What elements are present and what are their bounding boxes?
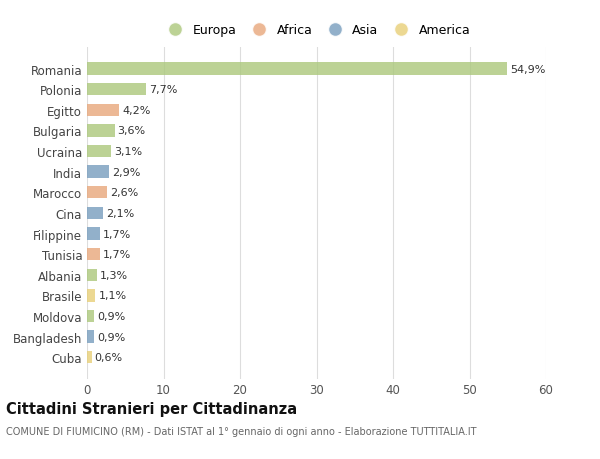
Bar (87, 248, 100, 261)
Text: 2,9%: 2,9% (112, 167, 140, 177)
Text: 2,6%: 2,6% (110, 188, 138, 198)
Text: 1,7%: 1,7% (103, 229, 131, 239)
Legend: Europa, Africa, Asia, America: Europa, Africa, Asia, America (160, 22, 473, 39)
Text: 1,3%: 1,3% (100, 270, 128, 280)
Bar (87, 187, 107, 199)
Text: 0,9%: 0,9% (97, 332, 125, 342)
Bar (87, 125, 115, 137)
Text: 0,6%: 0,6% (95, 353, 123, 363)
Bar (87, 310, 94, 323)
Text: 4,2%: 4,2% (122, 106, 151, 116)
Text: 1,1%: 1,1% (98, 291, 127, 301)
Bar (87, 207, 103, 219)
Text: 54,9%: 54,9% (510, 64, 545, 74)
Text: 1,7%: 1,7% (103, 250, 131, 260)
Text: COMUNE DI FIUMICINO (RM) - Dati ISTAT al 1° gennaio di ogni anno - Elaborazione : COMUNE DI FIUMICINO (RM) - Dati ISTAT al… (6, 426, 476, 436)
Bar (87, 290, 95, 302)
Bar (87, 351, 92, 364)
Bar (87, 228, 100, 240)
Bar (87, 269, 97, 281)
Text: Cittadini Stranieri per Cittadinanza: Cittadini Stranieri per Cittadinanza (6, 401, 297, 416)
Bar (87, 146, 111, 158)
Text: 0,9%: 0,9% (97, 311, 125, 321)
Bar (87, 331, 94, 343)
Text: 3,6%: 3,6% (118, 126, 146, 136)
Text: 7,7%: 7,7% (149, 85, 178, 95)
Bar (87, 166, 109, 179)
Bar (87, 84, 146, 96)
Text: 2,1%: 2,1% (106, 208, 134, 218)
Bar (87, 63, 507, 76)
Bar (87, 104, 119, 117)
Text: 3,1%: 3,1% (114, 147, 142, 157)
